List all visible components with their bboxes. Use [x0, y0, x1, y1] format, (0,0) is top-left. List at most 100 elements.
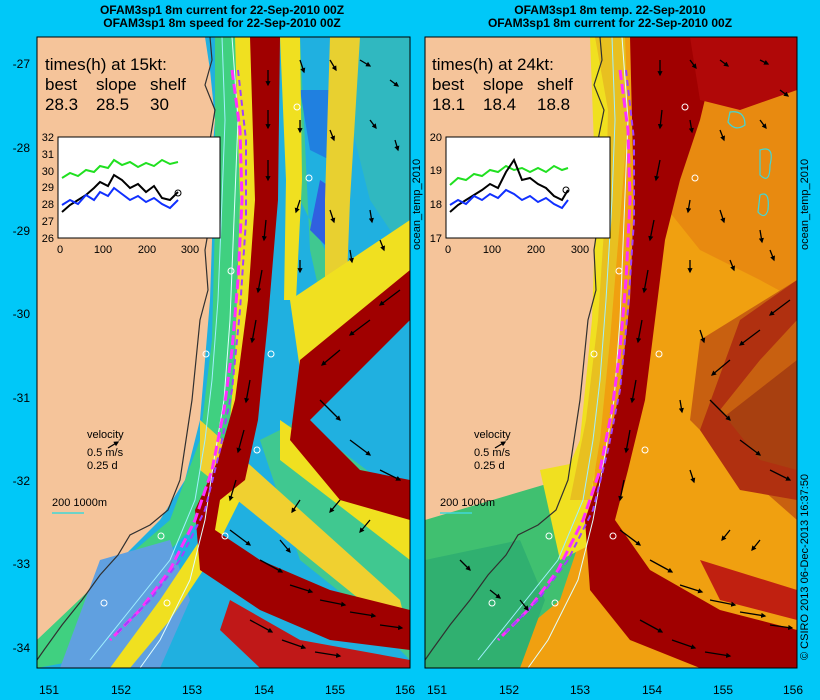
- right-inset-ytick: 17: [430, 233, 442, 245]
- left-inset-ytick: 32: [42, 132, 54, 144]
- left-inset-ytick: 29: [42, 182, 54, 194]
- right-eddy-contour-3: [727, 111, 746, 129]
- left-stations: [100, 103, 313, 607]
- right-frame: [424, 36, 798, 669]
- lon-tick: 155: [713, 683, 733, 697]
- left-depth-legend: 200 1000m: [52, 497, 107, 514]
- left-depth-legend-label: 200 1000m: [52, 497, 107, 509]
- left-inset-xtick: 300: [181, 244, 199, 256]
- right-velocity-speed: 0.5 m/s: [474, 447, 511, 459]
- lat-tick: -27: [13, 57, 31, 71]
- right-inset-series-green: [449, 164, 569, 186]
- right-times-heading: times(h) at 24kt:: [432, 55, 554, 74]
- left-times-value-shelf: 30: [150, 95, 169, 114]
- right-velocity-time: 0.25 d: [474, 460, 505, 472]
- left-times-value-slope: 28.5: [96, 95, 129, 114]
- lon-tick: 154: [642, 683, 662, 697]
- left-route-best: [108, 69, 244, 642]
- right-stations: [488, 103, 699, 607]
- left-inset-ytick: 28: [42, 199, 54, 211]
- left-inset-frame: [57, 136, 221, 239]
- left-inset-xtick: 100: [94, 244, 112, 256]
- right-contour-200m: [477, 37, 616, 661]
- lat-tick: -31: [13, 391, 31, 405]
- left-inset-series-blue: [61, 186, 179, 210]
- lon-tick: 153: [570, 683, 590, 697]
- left-inset-ytick: 26: [42, 233, 54, 245]
- right-times-label-best: best: [432, 75, 464, 94]
- right-inset-ytick: 20: [430, 132, 442, 144]
- right-inset-xtick: 200: [527, 244, 545, 256]
- right-inset-xtick: 0: [445, 244, 451, 256]
- left-title-line2: OFAM3sp1 8m speed for 22-Sep-2010 00Z: [103, 16, 340, 30]
- left-times-value-best: 28.3: [45, 95, 78, 114]
- left-inset-xtick: 0: [57, 244, 63, 256]
- left-side-label: ocean_temp_2010: [411, 159, 423, 250]
- right-inset-series-black: [449, 157, 569, 213]
- lat-axis-labels: -27 -28 -29 -30 -31 -32 -33 -34: [13, 57, 31, 655]
- left-inset-ytick: 31: [42, 149, 54, 161]
- right-velocity-legend: velocity 0.5 m/s 0.25 d: [474, 429, 511, 472]
- right-velocity-label: velocity: [474, 429, 511, 441]
- lat-tick: -29: [13, 224, 31, 238]
- lon-tick: 154: [254, 683, 274, 697]
- left-inset-ytick: 30: [42, 166, 54, 178]
- left-times-info: times(h) at 15kt: best slope shelf 28.3 …: [45, 55, 186, 114]
- left-times-label-best: best: [45, 75, 77, 94]
- right-inset-series-blue: [449, 188, 569, 210]
- left-current-vectors: [228, 59, 404, 658]
- right-current-vectors: [459, 59, 794, 658]
- right-map-panel: [424, 36, 797, 668]
- left-times-label-shelf: shelf: [150, 75, 186, 94]
- left-inset-plot: 32 31 30 29 28 27 26 0 100 200 300: [42, 132, 221, 256]
- right-title-line1: OFAM3sp1 8m temp. 22-Sep-2010: [514, 3, 706, 17]
- left-inset-endpoint: [174, 189, 182, 197]
- left-velocity-speed: 0.5 m/s: [87, 447, 124, 459]
- right-times-value-shelf: 18.8: [537, 95, 570, 114]
- right-times-info: times(h) at 24kt: best slope shelf 18.1 …: [432, 55, 573, 114]
- right-times-value-slope: 18.4: [483, 95, 516, 114]
- lon-tick: 156: [783, 683, 803, 697]
- left-inset-series-black: [61, 173, 179, 213]
- lon-tick: 155: [325, 683, 345, 697]
- left-frame: [36, 36, 411, 669]
- right-inset-endpoint: [562, 186, 570, 194]
- left-times-heading: times(h) at 15kt:: [45, 55, 167, 74]
- left-velocity-legend: velocity 0.5 m/s 0.25 d: [87, 429, 124, 472]
- left-ocean-field: [37, 37, 410, 668]
- right-lon-axis-labels: 151 152 153 154 155 156: [427, 683, 803, 697]
- right-contour-1000m: [527, 37, 629, 668]
- right-inset-xtick: 300: [571, 244, 589, 256]
- left-velocity-label: velocity: [87, 429, 124, 441]
- lon-tick: 156: [395, 683, 415, 697]
- right-eddy-contour-2: [757, 193, 769, 217]
- lon-tick: 153: [182, 683, 202, 697]
- left-map-panel: [36, 36, 410, 668]
- lat-tick: -32: [13, 474, 31, 488]
- left-inset-series-green: [61, 158, 179, 179]
- lon-tick: 151: [427, 683, 447, 697]
- lon-tick: 152: [111, 683, 131, 697]
- right-inset-ytick: 18: [430, 199, 442, 211]
- lat-tick: -34: [13, 641, 31, 655]
- right-inset-frame: [445, 136, 611, 239]
- right-route-slope: [502, 69, 635, 636]
- right-depth-legend: 200 1000m: [440, 497, 495, 514]
- lon-tick: 151: [39, 683, 59, 697]
- lat-tick: -28: [13, 141, 31, 155]
- right-depth-legend-label: 200 1000m: [440, 497, 495, 509]
- left-coastline: [36, 36, 219, 661]
- left-inset-xtick: 200: [138, 244, 156, 256]
- lat-tick: -30: [13, 307, 31, 321]
- left-title-line1: OFAM3sp1 8m current for 22-Sep-2010 00Z: [100, 3, 344, 17]
- left-contour-1000m: [139, 37, 239, 668]
- left-lon-axis-labels: 151 152 153 154 155 156: [39, 683, 415, 697]
- right-times-value-best: 18.1: [432, 95, 465, 114]
- right-eddy-contour-1: [759, 148, 772, 179]
- left-velocity-arrow-icon: [107, 441, 120, 449]
- left-velocity-time: 0.25 d: [87, 460, 118, 472]
- left-route-slope: [114, 69, 247, 636]
- left-times-label-slope: slope: [96, 75, 137, 94]
